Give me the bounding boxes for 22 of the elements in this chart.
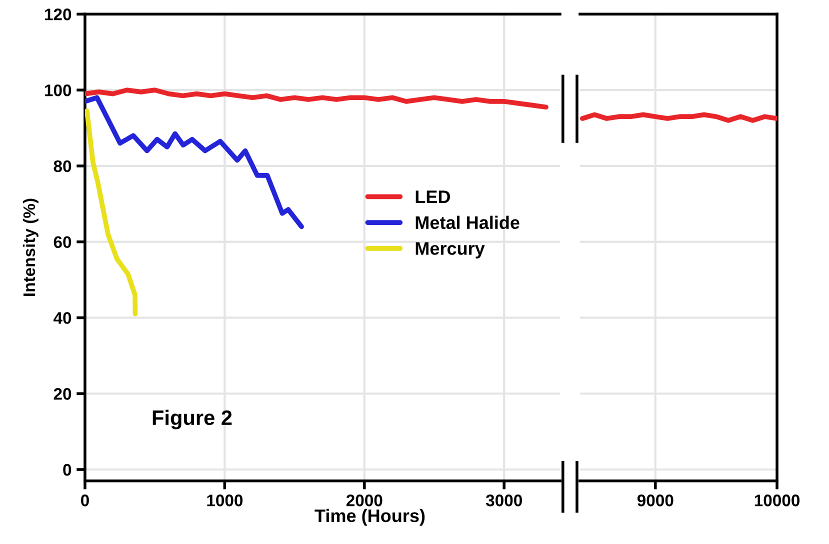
y-tick-label: 0	[63, 464, 72, 476]
x-tick-label: 2000	[346, 494, 382, 506]
y-tick-label: 80	[54, 160, 72, 172]
y-axis-title: Intensity (%)	[22, 198, 38, 296]
y-tick-label: 20	[54, 388, 72, 400]
x-tick-label: 9000	[637, 494, 674, 506]
y-tick-label: 60	[54, 236, 72, 248]
y-tick-label: 100	[45, 84, 72, 96]
x-tick-label: 1000	[207, 494, 243, 506]
y-tick-label: 120	[45, 8, 72, 20]
x-tick-label: 10000	[754, 494, 800, 506]
y-tick-label: 40	[53, 312, 72, 324]
legend-label: Mercury	[416, 242, 485, 258]
annotation: Figure 2	[152, 410, 232, 430]
legend-label: Metal Halide	[416, 216, 520, 230]
x-tick-label: 0	[80, 494, 89, 506]
legend-label: LED	[416, 190, 450, 203]
x-tick-label: 3000	[486, 494, 522, 506]
line-series	[84, 95, 304, 230]
line-series	[84, 108, 138, 316]
x-axis-title: Time (Hours)	[314, 508, 425, 526]
line-series	[84, 88, 548, 110]
